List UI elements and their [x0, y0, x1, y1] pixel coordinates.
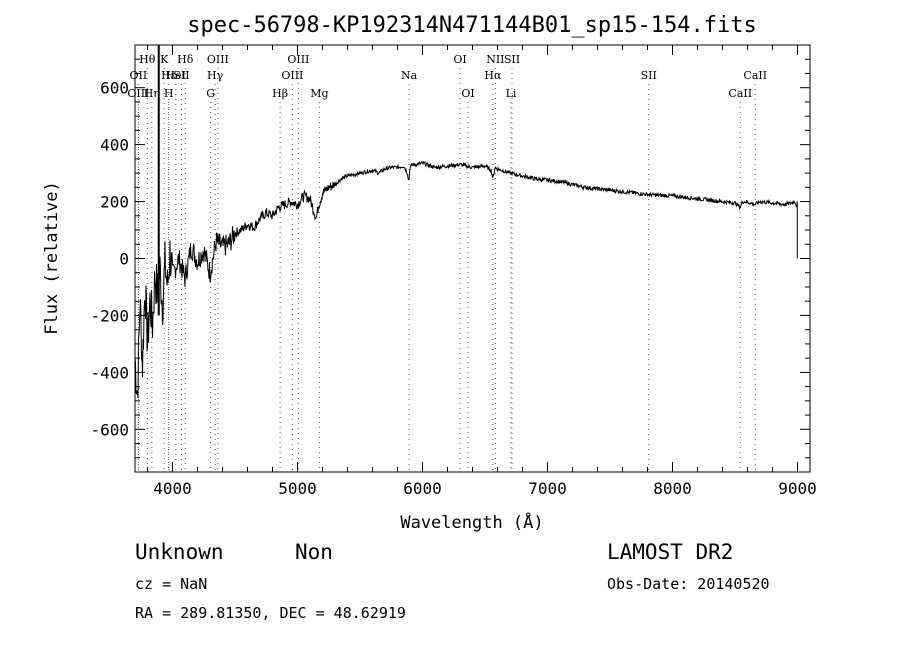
obs-date-label: Obs-Date: 20140520	[607, 575, 770, 593]
spectral-line-label: Hγ	[207, 69, 224, 82]
y-tick-label: 400	[100, 136, 129, 155]
spectral-line-label: SII	[504, 53, 520, 66]
spectral-line-label: SII	[641, 69, 657, 82]
x-tick-label: 9000	[778, 479, 817, 498]
spectral-line-label: K	[160, 53, 169, 66]
spectral-line-label: OIII	[207, 53, 229, 66]
spectral-line-label: H	[164, 87, 174, 100]
spectral-line-label: Na	[401, 69, 418, 82]
spectral-line-label: OII	[130, 69, 148, 82]
spectrum-line	[134, 160, 798, 398]
survey-label: LAMOST DR2	[607, 540, 734, 564]
spectrum-plot	[134, 45, 798, 398]
spectral-line-label: G	[206, 87, 215, 100]
x-tick-label: 5000	[278, 479, 317, 498]
y-tick-label: 600	[100, 79, 129, 98]
spectral-line-label: NII	[486, 53, 504, 66]
spectral-line-label: HeI	[166, 69, 186, 82]
spectral-line-label: OIII	[281, 69, 303, 82]
spectral-line-label: Hε	[161, 69, 177, 82]
spectral-line-label: CaII	[728, 87, 752, 100]
spectral-line-label: Hα	[484, 69, 502, 82]
plot-frame	[134, 44, 811, 473]
x-tick-label: 4000	[153, 479, 192, 498]
spectral-line-label: SII	[173, 69, 189, 82]
subclass-label: Non	[295, 540, 333, 564]
x-tick-label: 7000	[528, 479, 567, 498]
x-tick-label: 8000	[653, 479, 692, 498]
redshift-label: cz = NaN	[135, 575, 208, 593]
y-tick-label: 0	[119, 250, 129, 269]
y-axis-label: Flux (relative)	[42, 181, 62, 335]
spectral-line-label: Hδ	[177, 53, 194, 66]
spectral-line-label: Li	[506, 87, 517, 100]
class-label: Unknown	[135, 540, 224, 564]
y-tick-label: -600	[90, 420, 129, 439]
chart-title: spec-56798-KP192314N471144B01_sp15-154.f…	[187, 13, 757, 38]
axes: 4000 5000 6000 7000 8000 9000 -600 -400 -200 0 200…	[90, 45, 817, 498]
spectral-line-label: Hη	[144, 87, 160, 100]
coordinates-label: RA = 289.81350, DEC = 48.62919	[135, 604, 406, 622]
y-tick-label: -200	[90, 306, 129, 325]
spectral-line-label: OI	[453, 53, 466, 66]
y-tick-label: -400	[90, 363, 129, 382]
spectral-line-label: Hβ	[272, 87, 288, 100]
spectral-line-label: CaII	[743, 69, 767, 82]
x-tick-label: 6000	[403, 479, 442, 498]
spectral-line-label: OI	[461, 87, 474, 100]
spectral-line-label: Hθ	[139, 53, 156, 66]
spectral-line-label: OIII	[127, 87, 149, 100]
x-axis-label: Wavelength (Å)	[400, 511, 543, 533]
spectral-line-label: OIII	[287, 53, 309, 66]
y-tick-label: 200	[100, 193, 129, 212]
spectral-line-label: Mg	[310, 87, 328, 100]
